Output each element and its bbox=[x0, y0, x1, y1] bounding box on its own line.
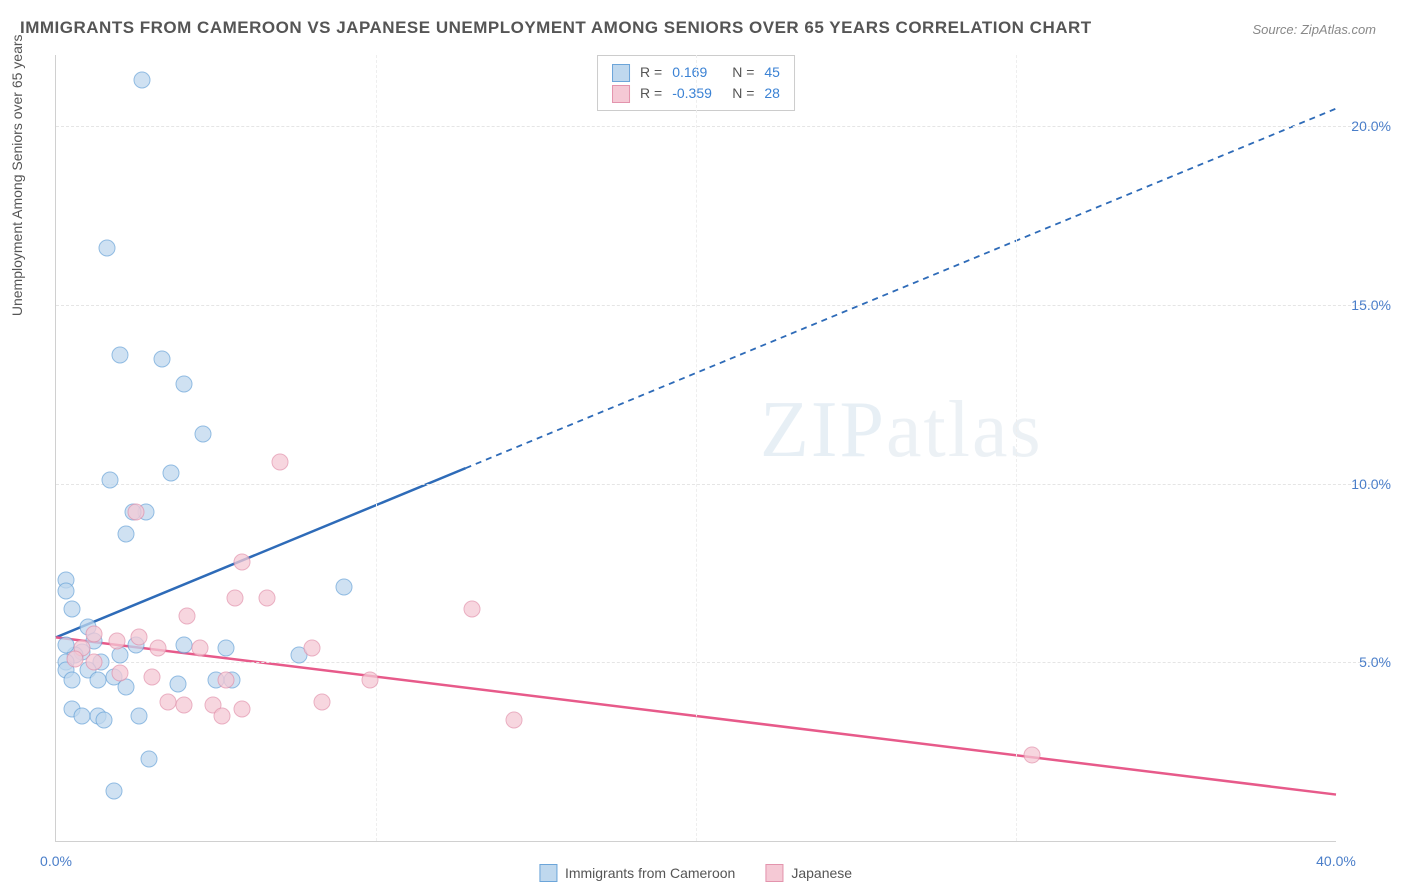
ytick-label: 10.0% bbox=[1351, 476, 1391, 492]
point-series2 bbox=[272, 454, 289, 471]
point-series2 bbox=[86, 625, 103, 642]
y-axis-title: Unemployment Among Seniors over 65 years bbox=[9, 34, 25, 316]
point-series1 bbox=[64, 672, 81, 689]
point-series1 bbox=[73, 707, 90, 724]
gridline-h bbox=[56, 662, 1386, 663]
point-series2 bbox=[214, 707, 231, 724]
point-series2 bbox=[361, 672, 378, 689]
point-series2 bbox=[179, 607, 196, 624]
point-series2 bbox=[233, 700, 250, 717]
point-series1 bbox=[89, 672, 106, 689]
point-series2 bbox=[112, 665, 129, 682]
ytick-label: 20.0% bbox=[1351, 118, 1391, 134]
legend-item-series2: Japanese bbox=[765, 864, 852, 882]
swatch-series2 bbox=[612, 85, 630, 103]
r-value-series2: -0.359 bbox=[672, 83, 722, 104]
watermark-thin: atlas bbox=[886, 386, 1043, 474]
point-series1 bbox=[336, 579, 353, 596]
n-value-series2: 28 bbox=[764, 83, 780, 104]
point-series1 bbox=[102, 472, 119, 489]
xtick-label: 40.0% bbox=[1316, 853, 1356, 869]
source-label: Source: ZipAtlas.com bbox=[1252, 22, 1376, 37]
point-series2 bbox=[304, 640, 321, 657]
point-series2 bbox=[505, 711, 522, 728]
n-label: N = bbox=[732, 62, 754, 83]
point-series1 bbox=[195, 425, 212, 442]
point-series1 bbox=[163, 465, 180, 482]
gridline-h bbox=[56, 126, 1386, 127]
r-label: R = bbox=[640, 83, 662, 104]
point-series1 bbox=[131, 707, 148, 724]
point-series1 bbox=[169, 675, 186, 692]
point-series2 bbox=[176, 697, 193, 714]
swatch-series1 bbox=[539, 864, 557, 882]
r-value-series1: 0.169 bbox=[672, 62, 722, 83]
point-series2 bbox=[1024, 747, 1041, 764]
point-series1 bbox=[134, 72, 151, 89]
chart-area: Unemployment Among Seniors over 65 years… bbox=[55, 55, 1336, 842]
point-series2 bbox=[86, 654, 103, 671]
point-series1 bbox=[112, 347, 129, 364]
ytick-label: 15.0% bbox=[1351, 297, 1391, 313]
point-series2 bbox=[144, 668, 161, 685]
swatch-series1 bbox=[612, 64, 630, 82]
point-series2 bbox=[313, 693, 330, 710]
ytick-label: 5.0% bbox=[1359, 654, 1391, 670]
point-series2 bbox=[67, 650, 84, 667]
swatch-series2 bbox=[765, 864, 783, 882]
point-series1 bbox=[57, 582, 74, 599]
point-series1 bbox=[112, 647, 129, 664]
point-series1 bbox=[99, 239, 116, 256]
bottom-legend: Immigrants from Cameroon Japanese bbox=[539, 864, 852, 882]
point-series1 bbox=[105, 782, 122, 799]
legend-label-series2: Japanese bbox=[791, 865, 852, 881]
point-series2 bbox=[233, 554, 250, 571]
gridline-h bbox=[56, 484, 1386, 485]
point-series2 bbox=[150, 640, 167, 657]
point-series2 bbox=[131, 629, 148, 646]
point-series2 bbox=[227, 590, 244, 607]
point-series1 bbox=[153, 350, 170, 367]
point-series1 bbox=[118, 525, 135, 542]
gridline-v bbox=[696, 55, 697, 841]
point-series2 bbox=[108, 632, 125, 649]
gridline-h bbox=[56, 305, 1386, 306]
point-series2 bbox=[192, 640, 209, 657]
gridline-v bbox=[376, 55, 377, 841]
point-series2 bbox=[217, 672, 234, 689]
point-series2 bbox=[160, 693, 177, 710]
point-series1 bbox=[96, 711, 113, 728]
point-series1 bbox=[140, 750, 157, 767]
legend-label-series1: Immigrants from Cameroon bbox=[565, 865, 735, 881]
point-series2 bbox=[259, 590, 276, 607]
r-label: R = bbox=[640, 62, 662, 83]
n-value-series1: 45 bbox=[764, 62, 780, 83]
watermark-bold: ZIP bbox=[760, 386, 886, 474]
point-series2 bbox=[128, 504, 145, 521]
point-series1 bbox=[217, 640, 234, 657]
point-series2 bbox=[464, 600, 481, 617]
chart-title: IMMIGRANTS FROM CAMEROON VS JAPANESE UNE… bbox=[20, 18, 1092, 38]
point-series1 bbox=[176, 375, 193, 392]
watermark: ZIPatlas bbox=[760, 385, 1043, 476]
n-label: N = bbox=[732, 83, 754, 104]
plot-area: ZIPatlas R = 0.169 N = 45 R = -0.359 N =… bbox=[55, 55, 1336, 842]
legend-item-series1: Immigrants from Cameroon bbox=[539, 864, 735, 882]
xtick-label: 0.0% bbox=[40, 853, 72, 869]
point-series1 bbox=[176, 636, 193, 653]
point-series1 bbox=[64, 600, 81, 617]
gridline-v bbox=[1016, 55, 1017, 841]
